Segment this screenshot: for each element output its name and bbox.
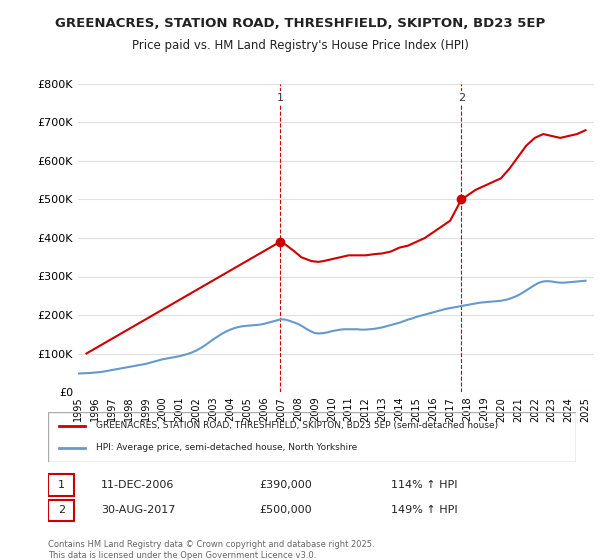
Text: GREENACRES, STATION ROAD, THRESHFIELD, SKIPTON, BD23 5EP (semi-detached house): GREENACRES, STATION ROAD, THRESHFIELD, S… bbox=[95, 421, 497, 430]
Text: Contains HM Land Registry data © Crown copyright and database right 2025.
This d: Contains HM Land Registry data © Crown c… bbox=[48, 540, 374, 560]
Text: 1: 1 bbox=[58, 480, 65, 490]
Text: 1: 1 bbox=[277, 93, 284, 103]
Text: 114% ↑ HPI: 114% ↑ HPI bbox=[391, 480, 458, 490]
Text: 2: 2 bbox=[458, 93, 465, 103]
Text: 2: 2 bbox=[58, 505, 65, 515]
Text: GREENACRES, STATION ROAD, THRESHFIELD, SKIPTON, BD23 5EP: GREENACRES, STATION ROAD, THRESHFIELD, S… bbox=[55, 17, 545, 30]
Bar bbox=[48, 500, 74, 521]
Text: £500,000: £500,000 bbox=[259, 505, 312, 515]
Text: Price paid vs. HM Land Registry's House Price Index (HPI): Price paid vs. HM Land Registry's House … bbox=[131, 39, 469, 52]
Text: HPI: Average price, semi-detached house, North Yorkshire: HPI: Average price, semi-detached house,… bbox=[95, 444, 357, 452]
Text: 30-AUG-2017: 30-AUG-2017 bbox=[101, 505, 175, 515]
Text: 149% ↑ HPI: 149% ↑ HPI bbox=[391, 505, 458, 515]
Text: £390,000: £390,000 bbox=[259, 480, 312, 490]
Text: 11-DEC-2006: 11-DEC-2006 bbox=[101, 480, 174, 490]
Bar bbox=[48, 474, 74, 496]
